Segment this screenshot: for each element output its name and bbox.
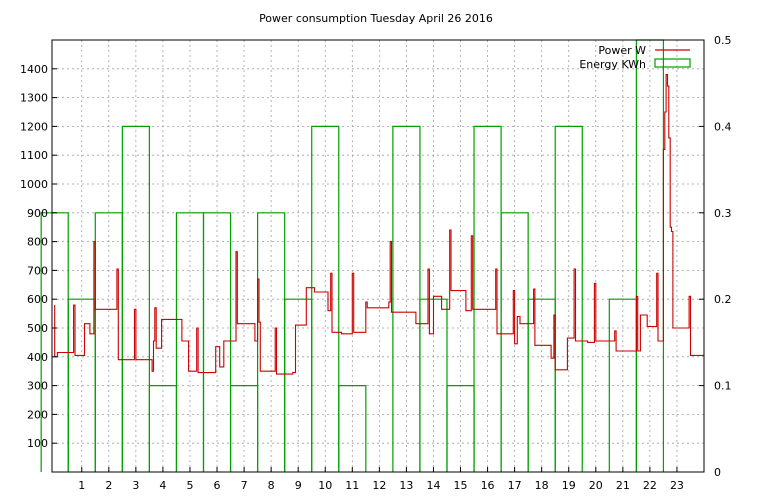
x-tick-label: 17 (508, 479, 522, 492)
energy-bar (311, 125, 340, 472)
y-tick-label: 700 (27, 264, 48, 277)
energy-bar (121, 125, 150, 472)
x-tick-label: 14 (426, 479, 440, 492)
y-tick-label: 1100 (20, 149, 48, 162)
plot-border (51, 39, 705, 473)
x-tick-label: 1 (78, 479, 85, 492)
x-tick-label: 18 (535, 479, 549, 492)
x-tick-label: 21 (616, 479, 630, 492)
y-tick-label: 900 (27, 207, 48, 220)
y2-tick-label: 0.2 (714, 293, 732, 306)
y-tick-label: 1300 (20, 92, 48, 105)
x-tick-label: 20 (589, 479, 603, 492)
y2-tick-label: 0.4 (714, 120, 732, 133)
x-tick-label: 13 (399, 479, 413, 492)
x-tick-label: 15 (454, 479, 468, 492)
y2-tick-label: 0.1 (714, 380, 732, 393)
y-tick-label: 400 (27, 351, 48, 364)
y-tick-label: 1400 (20, 63, 48, 76)
x-tick-label: 9 (295, 479, 302, 492)
energy-bar (202, 212, 232, 472)
y-tick-label: 500 (27, 322, 48, 335)
y2-tick-label: 0.5 (714, 34, 732, 47)
grid (52, 40, 704, 472)
legend-label-energy: Energy KWh (579, 58, 646, 71)
x-tick-label: 8 (268, 479, 275, 492)
x-tick-label: 10 (318, 479, 332, 492)
y-tick-label: 100 (27, 437, 48, 450)
x-tick-label: 23 (670, 479, 684, 492)
x-tick-label: 11 (345, 479, 359, 492)
y-tick-label: 200 (27, 408, 48, 421)
y-tick-label: 600 (27, 293, 48, 306)
y-tick-label: 800 (27, 236, 48, 249)
x-tick-label: 3 (132, 479, 139, 492)
energy-bar (554, 125, 583, 472)
y2-tick-label: 0 (714, 466, 721, 479)
power-series (54, 74, 704, 375)
energy-bar (338, 385, 367, 472)
y-tick-label: 300 (27, 380, 48, 393)
x-tick-label: 12 (372, 479, 386, 492)
energy-series (40, 39, 665, 472)
x-tick-label: 6 (214, 479, 221, 492)
power-line (54, 74, 704, 375)
legend-swatch-energy (654, 58, 691, 68)
x-tick-label: 7 (241, 479, 248, 492)
y2-tick-label: 0.3 (714, 207, 732, 220)
y-tick-label: 1200 (20, 120, 48, 133)
x-tick-label: 16 (481, 479, 495, 492)
axes: 1002003004005006007008009001000110012001… (20, 34, 732, 492)
chart-title: Power consumption Tuesday April 26 2016 (259, 12, 493, 25)
x-tick-label: 19 (562, 479, 576, 492)
x-tick-label: 4 (159, 479, 166, 492)
y-tick-label: 1000 (20, 178, 48, 191)
x-tick-label: 5 (186, 479, 193, 492)
x-tick-label: 2 (105, 479, 112, 492)
x-tick-label: 22 (643, 479, 657, 492)
legend-label-power: Power W (598, 44, 646, 57)
